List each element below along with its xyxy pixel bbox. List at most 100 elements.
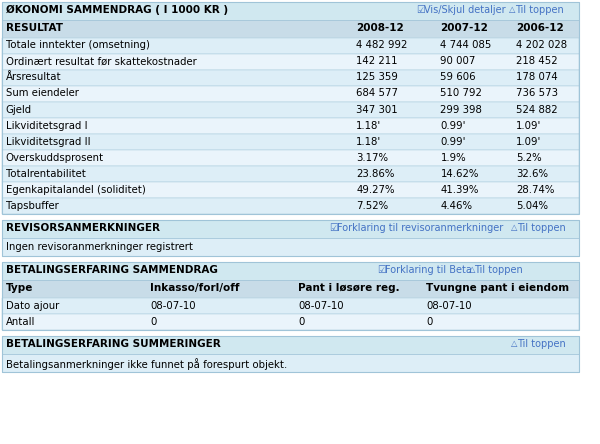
Bar bbox=[2, 280, 579, 298]
Text: Til toppen: Til toppen bbox=[517, 339, 566, 349]
Text: 0: 0 bbox=[150, 317, 157, 326]
Bar bbox=[2, 262, 579, 280]
Text: Årsresultat: Årsresultat bbox=[6, 72, 61, 83]
Text: 4 744 085: 4 744 085 bbox=[440, 40, 492, 51]
Text: Sum eiendeler: Sum eiendeler bbox=[6, 88, 79, 99]
Bar bbox=[2, 2, 579, 214]
Text: 1.09': 1.09' bbox=[516, 136, 541, 147]
Text: Vis/Skjul detaljer: Vis/Skjul detaljer bbox=[424, 5, 506, 15]
Text: Til toppen: Til toppen bbox=[515, 5, 564, 15]
Text: 08-07-10: 08-07-10 bbox=[150, 301, 196, 310]
Text: 3.17%: 3.17% bbox=[356, 152, 388, 163]
Bar bbox=[2, 220, 579, 256]
Text: 14.62%: 14.62% bbox=[440, 169, 479, 178]
Text: 59 606: 59 606 bbox=[440, 72, 476, 83]
Bar bbox=[2, 134, 579, 150]
Text: Til toppen: Til toppen bbox=[475, 265, 523, 275]
Text: 32.6%: 32.6% bbox=[516, 169, 548, 178]
Text: 1.9%: 1.9% bbox=[440, 152, 466, 163]
Text: 08-07-10: 08-07-10 bbox=[298, 301, 344, 310]
Text: Forklaring til revisoranmerkninger: Forklaring til revisoranmerkninger bbox=[337, 223, 503, 233]
Bar bbox=[2, 262, 579, 330]
Text: BETALINGSERFARING SAMMENDRAG: BETALINGSERFARING SAMMENDRAG bbox=[6, 265, 218, 275]
Text: 2006-12: 2006-12 bbox=[516, 23, 564, 33]
Bar bbox=[2, 298, 579, 314]
Text: 28.74%: 28.74% bbox=[516, 185, 554, 194]
Text: 218 452: 218 452 bbox=[516, 56, 557, 67]
Bar bbox=[2, 150, 579, 166]
Text: RESULTAT: RESULTAT bbox=[6, 23, 63, 33]
Text: Type: Type bbox=[6, 283, 33, 293]
Bar bbox=[2, 102, 579, 118]
Text: 23.86%: 23.86% bbox=[356, 169, 395, 178]
Text: ☑: ☑ bbox=[377, 265, 386, 275]
Text: Tvungne pant i eiendom: Tvungne pant i eiendom bbox=[426, 283, 569, 293]
Text: △: △ bbox=[511, 223, 518, 232]
Text: △: △ bbox=[511, 339, 518, 348]
Text: 0: 0 bbox=[298, 317, 305, 326]
Text: Tapsbuffer: Tapsbuffer bbox=[6, 201, 59, 210]
Text: 524 882: 524 882 bbox=[516, 104, 557, 115]
Text: 736 573: 736 573 bbox=[516, 88, 558, 99]
Bar bbox=[2, 336, 579, 354]
Bar bbox=[2, 182, 579, 198]
Text: Ingen revisoranmerkninger registrert: Ingen revisoranmerkninger registrert bbox=[6, 242, 193, 252]
Text: Ordinært resultat før skattekostnader: Ordinært resultat før skattekostnader bbox=[6, 56, 197, 67]
Bar bbox=[2, 20, 579, 38]
Text: Egenkapitalandel (soliditet): Egenkapitalandel (soliditet) bbox=[6, 185, 146, 194]
Text: 41.39%: 41.39% bbox=[440, 185, 479, 194]
Text: 0.99': 0.99' bbox=[440, 136, 466, 147]
Text: 2008-12: 2008-12 bbox=[356, 23, 404, 33]
Text: 1.09': 1.09' bbox=[516, 120, 541, 131]
Text: Betalingsanmerkninger ikke funnet på forespurt objekt.: Betalingsanmerkninger ikke funnet på for… bbox=[6, 358, 287, 370]
Text: Likviditetsgrad II: Likviditetsgrad II bbox=[6, 136, 91, 147]
Text: 0: 0 bbox=[426, 317, 433, 326]
Text: 08-07-10: 08-07-10 bbox=[426, 301, 472, 310]
Text: △: △ bbox=[469, 265, 475, 274]
Text: ☑: ☑ bbox=[416, 5, 425, 15]
Text: 299 398: 299 398 bbox=[440, 104, 482, 115]
Text: ØKONOMI SAMMENDRAG ( I 1000 KR ): ØKONOMI SAMMENDRAG ( I 1000 KR ) bbox=[6, 5, 228, 15]
Text: Forklaring til Beta: Forklaring til Beta bbox=[385, 265, 472, 275]
Text: Inkasso/forl/off: Inkasso/forl/off bbox=[150, 283, 239, 293]
Text: 1.18': 1.18' bbox=[356, 120, 382, 131]
Text: BETALINGSERFARING SUMMERINGER: BETALINGSERFARING SUMMERINGER bbox=[6, 339, 221, 349]
Bar bbox=[2, 38, 579, 54]
Text: 142 211: 142 211 bbox=[356, 56, 398, 67]
Text: Dato ajour: Dato ajour bbox=[6, 301, 59, 310]
Text: Pant i løsøre reg.: Pant i løsøre reg. bbox=[298, 283, 400, 293]
Bar bbox=[2, 198, 579, 214]
Text: 510 792: 510 792 bbox=[440, 88, 482, 99]
Bar bbox=[2, 314, 579, 330]
Bar bbox=[2, 86, 579, 102]
Bar bbox=[2, 54, 579, 70]
Text: 4 482 992: 4 482 992 bbox=[356, 40, 407, 51]
Text: 125 359: 125 359 bbox=[356, 72, 398, 83]
Text: Til toppen: Til toppen bbox=[517, 223, 566, 233]
Text: 4.46%: 4.46% bbox=[440, 201, 472, 210]
Text: 7.52%: 7.52% bbox=[356, 201, 388, 210]
Bar bbox=[2, 238, 579, 256]
Text: Totalrentabilitet: Totalrentabilitet bbox=[6, 169, 86, 178]
Text: 0.99': 0.99' bbox=[440, 120, 466, 131]
Text: ☑: ☑ bbox=[329, 223, 338, 233]
Text: 5.2%: 5.2% bbox=[516, 152, 542, 163]
Text: Totale inntekter (omsetning): Totale inntekter (omsetning) bbox=[6, 40, 150, 51]
Text: 347 301: 347 301 bbox=[356, 104, 398, 115]
Bar bbox=[2, 2, 579, 20]
Bar bbox=[2, 336, 579, 372]
Text: Likviditetsgrad I: Likviditetsgrad I bbox=[6, 120, 88, 131]
Bar bbox=[2, 354, 579, 372]
Text: 2007-12: 2007-12 bbox=[440, 23, 488, 33]
Text: △: △ bbox=[509, 5, 516, 14]
Bar bbox=[2, 220, 579, 238]
Text: 4 202 028: 4 202 028 bbox=[516, 40, 567, 51]
Text: 684 577: 684 577 bbox=[356, 88, 398, 99]
Text: 5.04%: 5.04% bbox=[516, 201, 548, 210]
Bar bbox=[2, 70, 579, 86]
Text: REVISORSANMERKNINGER: REVISORSANMERKNINGER bbox=[6, 223, 160, 233]
Bar bbox=[2, 118, 579, 134]
Text: 178 074: 178 074 bbox=[516, 72, 558, 83]
Text: 90 007: 90 007 bbox=[440, 56, 476, 67]
Text: Gjeld: Gjeld bbox=[6, 104, 32, 115]
